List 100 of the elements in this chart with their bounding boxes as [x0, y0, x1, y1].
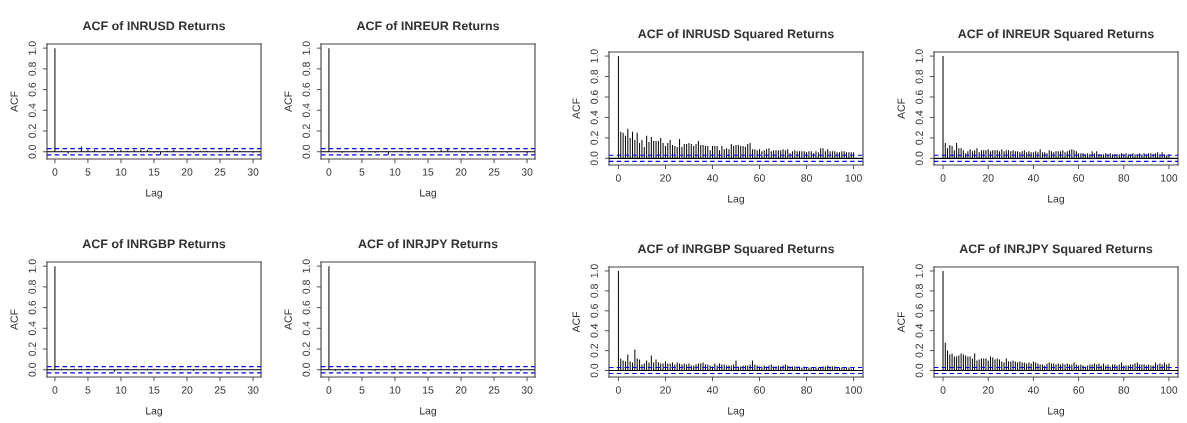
y-tick-label: 0.6 [302, 300, 310, 315]
chart-title: ACF of INREUR Squared Returns [958, 29, 1154, 41]
x-tick-label: 15 [149, 386, 160, 394]
x-axis-title: Lag [420, 189, 437, 199]
x-tick-label: 5 [359, 168, 365, 176]
x-tick-label: 100 [845, 386, 862, 394]
x-tick-label: 0 [52, 386, 58, 394]
y-tick-label: 1.0 [28, 259, 36, 273]
y-tick-label: 0.4 [915, 323, 923, 338]
y-tick-label: 0.6 [590, 90, 598, 104]
y-tick-label: 0.4 [28, 103, 36, 118]
y-tick-label: 0.4 [915, 110, 923, 125]
x-axis-title: Lag [420, 407, 437, 417]
y-tick-label: 1.0 [590, 264, 598, 278]
y-axis-title: ACF [572, 312, 580, 333]
x-axis-title: Lag [146, 189, 163, 199]
x-tick-label: 30 [521, 168, 533, 176]
chart-title: ACF of INREUR Returns [356, 21, 500, 31]
x-tick-label: 80 [801, 386, 812, 394]
x-tick-label: 60 [754, 174, 765, 182]
y-tick-label: 0.0 [302, 144, 310, 159]
y-tick-label: 0.2 [915, 131, 923, 145]
x-tick-label: 30 [247, 168, 259, 176]
x-tick-label: 80 [1118, 386, 1130, 394]
y-tick-label: 0.2 [590, 131, 598, 145]
y-axis-title: ACF [572, 98, 580, 119]
chart-title: ACF of INRJPY Squared Returns [959, 244, 1153, 256]
y-tick-label: 0.8 [28, 62, 36, 76]
x-tick-label: 60 [1073, 386, 1084, 394]
chart-title: ACF of INRUSD Returns [82, 21, 226, 31]
x-tick-label: 5 [359, 386, 365, 394]
y-tick-label: 1.0 [915, 49, 923, 63]
y-tick-label: 1.0 [915, 264, 923, 278]
y-tick-label: 0.0 [915, 151, 923, 166]
x-axis-title: Lag [146, 407, 163, 417]
x-tick-label: 5 [85, 386, 91, 394]
y-tick-label: 0.4 [302, 321, 310, 336]
y-tick-label: 0.8 [915, 69, 923, 84]
y-tick-label: 0.2 [28, 124, 36, 138]
y-axis-title: ACF [10, 91, 18, 112]
x-tick-label: 15 [423, 386, 434, 394]
x-tick-label: 0 [52, 168, 58, 176]
x-tick-label: 0 [940, 174, 946, 182]
x-axis-title: Lag [1048, 195, 1065, 205]
x-tick-label: 40 [706, 174, 718, 182]
y-tick-label: 0.2 [302, 342, 310, 356]
y-tick-label: 0.4 [28, 321, 36, 336]
x-tick-label: 20 [181, 386, 193, 394]
y-tick-label: 0.2 [28, 342, 36, 356]
x-tick-label: 30 [521, 386, 533, 394]
y-tick-label: 0.2 [915, 343, 923, 358]
x-tick-label: 20 [660, 174, 671, 182]
x-tick-label: 60 [1073, 174, 1084, 182]
y-tick-label: 0.0 [590, 363, 598, 378]
x-tick-label: 30 [247, 386, 259, 394]
x-tick-label: 25 [488, 168, 500, 176]
x-tick-label: 20 [982, 386, 994, 394]
x-tick-label: 100 [1161, 386, 1178, 394]
x-tick-label: 25 [488, 386, 500, 394]
x-tick-label: 25 [214, 386, 226, 394]
x-tick-label: 100 [845, 174, 862, 182]
y-tick-label: 1.0 [28, 41, 36, 55]
x-tick-label: 10 [389, 168, 401, 176]
y-tick-label: 0.6 [915, 304, 923, 318]
y-tick-label: 0.2 [302, 124, 310, 138]
y-tick-label: 0.6 [915, 90, 923, 104]
y-tick-label: 0.0 [590, 151, 598, 166]
y-tick-label: 0.8 [590, 284, 598, 298]
x-tick-label: 60 [754, 386, 765, 394]
y-tick-label: 0.4 [302, 103, 310, 118]
y-tick-label: 0.6 [302, 82, 310, 97]
chart-title: ACF of INRGBP Squared Returns [637, 244, 834, 256]
y-tick-label: 0.6 [28, 82, 36, 97]
y-axis-title: ACF [10, 309, 18, 330]
x-axis-title: Lag [1048, 407, 1065, 417]
y-axis-title: ACF [897, 98, 905, 119]
y-tick-label: 0.4 [590, 323, 598, 338]
x-tick-label: 40 [1027, 386, 1039, 394]
x-axis-title: Lag [728, 407, 745, 417]
x-tick-label: 15 [423, 168, 434, 176]
x-tick-label: 15 [149, 168, 160, 176]
y-tick-label: 0.2 [590, 343, 598, 358]
y-tick-label: 0.0 [28, 362, 36, 377]
x-tick-label: 10 [389, 386, 401, 394]
x-tick-label: 0 [615, 174, 621, 182]
x-tick-label: 40 [1027, 174, 1039, 182]
x-axis-title: Lag [728, 195, 745, 205]
y-tick-label: 1.0 [302, 259, 310, 273]
x-tick-label: 25 [214, 168, 226, 176]
y-tick-label: 0.0 [302, 362, 310, 377]
y-tick-label: 0.6 [28, 300, 36, 315]
y-tick-label: 0.8 [28, 280, 36, 294]
y-axis-title: ACF [284, 91, 292, 112]
chart-title: ACF of INRUSD Squared Returns [638, 29, 834, 41]
x-tick-label: 20 [181, 168, 193, 176]
chart-title: ACF of INRJPY Returns [358, 239, 498, 249]
y-tick-label: 0.6 [590, 304, 598, 318]
x-tick-label: 10 [115, 386, 127, 394]
x-tick-label: 0 [615, 386, 621, 394]
x-tick-label: 40 [706, 386, 718, 394]
